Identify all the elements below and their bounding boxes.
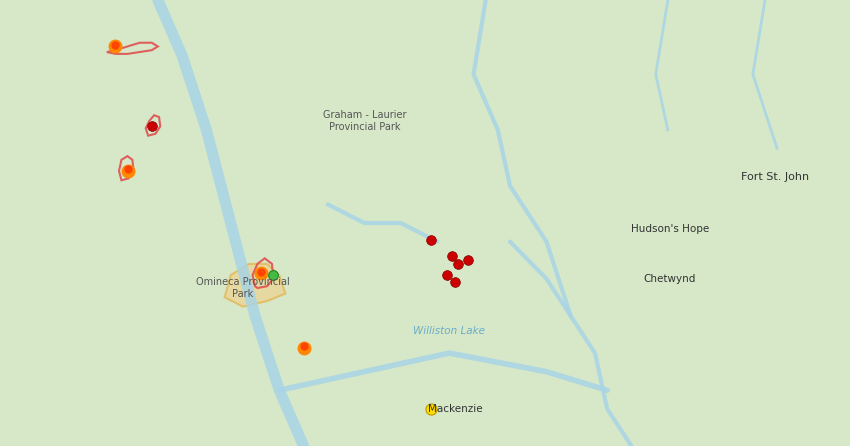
- Text: Williston Lake: Williston Lake: [413, 326, 485, 336]
- Text: Hudson's Hope: Hudson's Hope: [632, 223, 710, 234]
- Text: Chetwynd: Chetwynd: [643, 274, 696, 284]
- Text: Omineca Provincial
Park: Omineca Provincial Park: [196, 277, 290, 299]
- Text: Fort St. John: Fort St. John: [740, 172, 809, 182]
- Text: Mackenzie: Mackenzie: [428, 404, 483, 414]
- Polygon shape: [224, 264, 286, 307]
- Text: Graham - Laurier
Provincial Park: Graham - Laurier Provincial Park: [322, 110, 406, 132]
